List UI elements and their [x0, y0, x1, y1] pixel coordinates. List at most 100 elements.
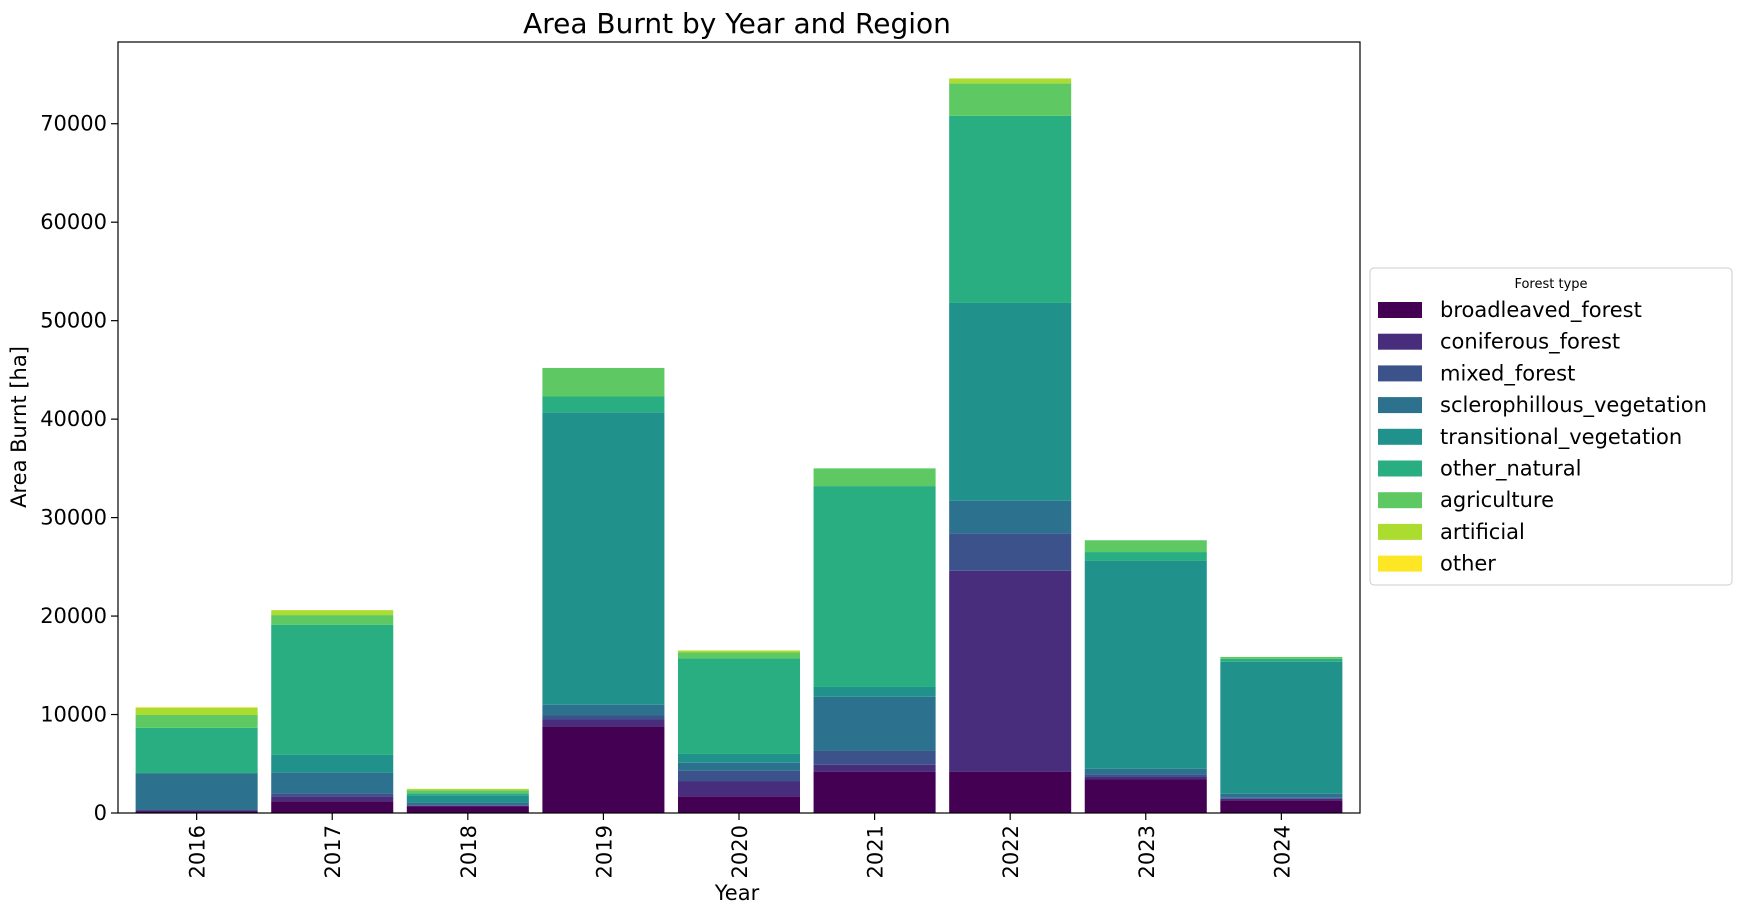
bars-layer	[135, 78, 1343, 813]
y-tick-label: 0	[94, 801, 107, 825]
bar-segment-2024-transitional_vegetation	[1220, 661, 1343, 794]
bar-segment-2016-other_natural	[135, 727, 258, 774]
x-tick-label: 2017	[321, 825, 345, 878]
bar-segment-2019-agriculture	[542, 367, 665, 397]
y-tick-label: 30000	[40, 506, 107, 530]
bar-segment-2019-other_natural	[542, 396, 665, 413]
bar-segment-2020-other_natural	[677, 658, 801, 754]
legend-label-other: other	[1440, 552, 1496, 576]
legend-label-sclerophillous_vegetation: sclerophillous_vegetation	[1440, 393, 1707, 418]
bar-segment-2023-transitional_vegetation	[1084, 560, 1207, 769]
bar-segment-2021-agriculture	[813, 468, 936, 487]
bar-segment-2020-transitional_vegetation	[677, 753, 801, 763]
bar-segment-2016-artificial	[135, 707, 258, 716]
y-tick-label: 50000	[40, 309, 107, 333]
bar-segment-2016-sclerophillous_vegetation	[135, 773, 258, 810]
bar-segment-2024-mixed_forest	[1220, 797, 1343, 799]
bar-segment-2020-coniferous_forest	[677, 781, 801, 797]
bar-segment-2019-broadleaved_forest	[542, 726, 665, 813]
x-tick-label: 2022	[999, 825, 1023, 878]
bar-segment-2023-broadleaved_forest	[1084, 779, 1207, 813]
bar-segment-2024-other_natural	[1220, 658, 1343, 662]
bar-segment-2017-agriculture	[271, 615, 394, 625]
bar-segment-2020-mixed_forest	[677, 770, 801, 782]
legend-label-transitional_vegetation: transitional_vegetation	[1440, 425, 1682, 450]
bar-segment-2016-mixed_forest	[135, 809, 258, 811]
legend-swatch-agriculture	[1378, 492, 1422, 509]
bar-segment-2022-sclerophillous_vegetation	[949, 500, 1072, 534]
bar-segment-2022-coniferous_forest	[949, 570, 1072, 772]
bar-segment-2017-other_natural	[271, 624, 394, 755]
bar-segment-2019-coniferous_forest	[542, 719, 665, 727]
bar-segment-2021-sclerophillous_vegetation	[813, 696, 936, 751]
legend-swatch-other	[1378, 555, 1422, 572]
bar-segment-2021-other_natural	[813, 486, 936, 687]
x-axis: 2016 2017 2018 2019 2020 2021 2022 2023 2024	[186, 813, 1294, 878]
bar-segment-2018-artificial	[406, 788, 529, 791]
bar-segment-2016-coniferous_forest	[135, 810, 258, 812]
bar-segment-2024-sclerophillous_vegetation	[1220, 793, 1343, 798]
x-tick-label: 2020	[728, 825, 752, 878]
legend-label-artificial: artificial	[1440, 520, 1525, 544]
bar-segment-2024-broadleaved_forest	[1220, 800, 1343, 813]
x-tick-label: 2021	[864, 825, 888, 878]
bar-segment-2022-agriculture	[949, 83, 1072, 116]
bar-segment-2023-agriculture	[1084, 540, 1207, 553]
x-tick-label: 2018	[457, 825, 481, 878]
bar-segment-2023-coniferous_forest	[1084, 776, 1207, 780]
bar-segment-2019-mixed_forest	[542, 715, 665, 720]
y-tick-label: 70000	[40, 112, 107, 136]
bar-segment-2023-sclerophillous_vegetation	[1084, 768, 1207, 775]
bar-segment-2018-sclerophillous_vegetation	[406, 802, 529, 806]
legend-label-broadleaved_forest: broadleaved_forest	[1440, 298, 1642, 323]
y-tick-label: 60000	[40, 210, 107, 234]
legend-label-other_natural: other_natural	[1440, 457, 1582, 482]
bar-segment-2020-broadleaved_forest	[677, 796, 801, 813]
bar-segment-2024-agriculture	[1220, 656, 1343, 659]
bar-segment-2021-coniferous_forest	[813, 764, 936, 772]
bar-segment-2022-other_natural	[949, 115, 1072, 303]
bar-segment-2018-broadleaved_forest	[406, 806, 529, 813]
bar-segment-2016-agriculture	[135, 715, 258, 728]
bar-segment-2017-artificial	[271, 610, 394, 616]
bar-segment-2024-coniferous_forest	[1220, 798, 1343, 801]
legend-frame	[1369, 267, 1733, 586]
y-tick-label: 10000	[40, 703, 107, 727]
legend-label-agriculture: agriculture	[1440, 488, 1554, 512]
bar-segment-2017-mixed_forest	[271, 793, 394, 797]
y-axis: 0 10000 20000 30000 40000 50000 60000 70000	[40, 112, 118, 825]
bar-segment-2018-transitional_vegetation	[406, 795, 529, 803]
legend-swatch-transitional_vegetation	[1378, 428, 1422, 445]
legend-swatch-broadleaved_forest	[1378, 302, 1422, 318]
bar-segment-2016-broadleaved_forest	[135, 811, 258, 813]
bar-segment-2020-artificial	[677, 650, 801, 653]
legend-swatch-artificial	[1378, 523, 1422, 540]
x-tick-label: 2024	[1270, 825, 1294, 878]
bar-segment-2021-broadleaved_forest	[813, 771, 936, 813]
y-tick-label: 20000	[40, 604, 107, 628]
legend-swatch-sclerophillous_vegetation	[1378, 397, 1422, 414]
bar-segment-2017-broadleaved_forest	[271, 801, 394, 813]
legend-swatch-mixed_forest	[1378, 365, 1422, 382]
x-tick-label: 2016	[186, 825, 210, 878]
bar-segment-2020-sclerophillous_vegetation	[677, 762, 801, 771]
bar-segment-2022-broadleaved_forest	[949, 771, 1072, 813]
bar-segment-2022-artificial	[949, 78, 1072, 84]
bar-segment-2021-transitional_vegetation	[813, 686, 936, 697]
x-tick-label: 2023	[1135, 825, 1159, 878]
bar-segment-2017-transitional_vegetation	[271, 754, 394, 773]
legend-swatch-other_natural	[1378, 460, 1422, 477]
chart-title: Area Burnt by Year and Region	[523, 7, 951, 40]
bar-segment-2018-agriculture	[406, 790, 529, 794]
bar-segment-2023-mixed_forest	[1084, 774, 1207, 777]
y-axis-label: Area Burnt [ha]	[7, 346, 31, 508]
bar-segment-2017-coniferous_forest	[271, 796, 394, 802]
bar-segment-2019-transitional_vegetation	[542, 412, 665, 705]
bar-segment-2021-mixed_forest	[813, 750, 936, 765]
bar-segment-2019-sclerophillous_vegetation	[542, 704, 665, 716]
bar-segment-2017-sclerophillous_vegetation	[271, 772, 394, 794]
bar-segment-2020-agriculture	[677, 652, 801, 659]
legend-swatch-coniferous_forest	[1378, 333, 1422, 350]
bar-segment-2018-other_natural	[406, 793, 529, 796]
